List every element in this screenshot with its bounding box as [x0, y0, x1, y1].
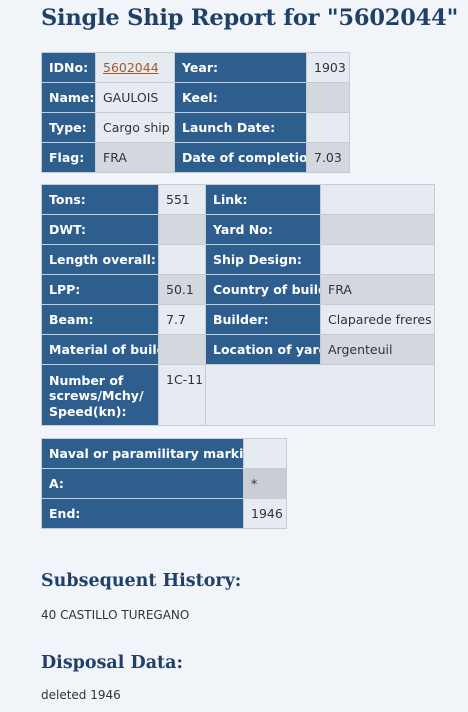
screws-speed-label: Number of screws/Mchy/ Speed(kn):: [41, 364, 159, 426]
lpp-label: LPP:: [41, 274, 159, 305]
table-row: Material of build: Location of yard: Arg…: [41, 334, 435, 365]
link-value: [320, 184, 435, 215]
end-label: End:: [41, 498, 244, 529]
table-row: End: 1946: [41, 498, 287, 529]
builder-label: Builder:: [205, 304, 321, 335]
length-overall-value: [158, 244, 206, 275]
year-label: Year:: [174, 52, 307, 83]
completion-date-label: Date of completion:: [174, 142, 307, 173]
page-title: Single Ship Report for "5602044": [41, 5, 459, 31]
table-row: Name: GAULOIS Keel:: [41, 82, 350, 113]
beam-label: Beam:: [41, 304, 159, 335]
disposal-data-title: Disposal Data:: [41, 653, 183, 673]
flag-value: FRA: [95, 142, 175, 173]
yard-no-label: Yard No:: [205, 214, 321, 245]
location-of-yard-label: Location of yard:: [205, 334, 321, 365]
location-of-yard-value: Argenteuil: [320, 334, 435, 365]
yard-no-value: [320, 214, 435, 245]
idno-link[interactable]: 5602044: [103, 60, 159, 75]
table-row: A: *: [41, 468, 287, 499]
country-of-build-label: Country of build:: [205, 274, 321, 305]
beam-value: 7.7: [158, 304, 206, 335]
keel-value: [306, 82, 350, 113]
tons-value: 551: [158, 184, 206, 215]
name-value: GAULOIS: [95, 82, 175, 113]
type-value: Cargo ship: [95, 112, 175, 143]
table-row: Tons: 551 Link:: [41, 184, 435, 215]
table-row: Naval or paramilitary marking :: [41, 438, 287, 469]
screws-speed-value: 1C-11: [158, 364, 206, 426]
type-label: Type:: [41, 112, 96, 143]
end-value: 1946: [243, 498, 287, 529]
table-row: IDNo: 5602044 Year: 1903: [41, 52, 350, 83]
builder-value: Claparede freres: [320, 304, 435, 335]
launch-date-label: Launch Date:: [174, 112, 307, 143]
link-label: Link:: [205, 184, 321, 215]
name-label: Name:: [41, 82, 96, 113]
disposal-data-text: deleted 1946: [41, 688, 121, 702]
naval-marking-label: Naval or paramilitary marking :: [41, 438, 244, 469]
keel-label: Keel:: [174, 82, 307, 113]
table-row: LPP: 50.1 Country of build: FRA: [41, 274, 435, 305]
empty-cell: [205, 364, 435, 426]
material-of-build-label: Material of build:: [41, 334, 159, 365]
naval-marking-table: Naval or paramilitary marking : A: * End…: [41, 438, 287, 529]
idno-label: IDNo:: [41, 52, 96, 83]
ship-design-value: [320, 244, 435, 275]
naval-marking-value: [243, 438, 287, 469]
dwt-label: DWT:: [41, 214, 159, 245]
material-of-build-value: [158, 334, 206, 365]
dwt-value: [158, 214, 206, 245]
year-value: 1903: [306, 52, 350, 83]
tons-label: Tons:: [41, 184, 159, 215]
ship-design-label: Ship Design:: [205, 244, 321, 275]
flag-label: Flag:: [41, 142, 96, 173]
table-row: DWT: Yard No:: [41, 214, 435, 245]
idno-cell: 5602044: [95, 52, 175, 83]
table-row: Flag: FRA Date of completion: 7.03: [41, 142, 350, 173]
table-row: Length overall: Ship Design:: [41, 244, 435, 275]
lpp-value: 50.1: [158, 274, 206, 305]
subsequent-history-title: Subsequent History:: [41, 571, 242, 591]
launch-date-value: [306, 112, 350, 143]
table-row: Number of screws/Mchy/ Speed(kn): 1C-11: [41, 364, 435, 426]
a-label: A:: [41, 468, 244, 499]
specs-table: Tons: 551 Link: DWT: Yard No: Length ove…: [41, 184, 435, 426]
completion-date-value: 7.03: [306, 142, 350, 173]
general-info-table: IDNo: 5602044 Year: 1903 Name: GAULOIS K…: [41, 52, 350, 173]
subsequent-history-text: 40 CASTILLO TUREGANO: [41, 608, 190, 622]
length-overall-label: Length overall:: [41, 244, 159, 275]
table-row: Beam: 7.7 Builder: Claparede freres: [41, 304, 435, 335]
table-row: Type: Cargo ship Launch Date:: [41, 112, 350, 143]
country-of-build-value: FRA: [320, 274, 435, 305]
a-value: *: [243, 468, 287, 499]
